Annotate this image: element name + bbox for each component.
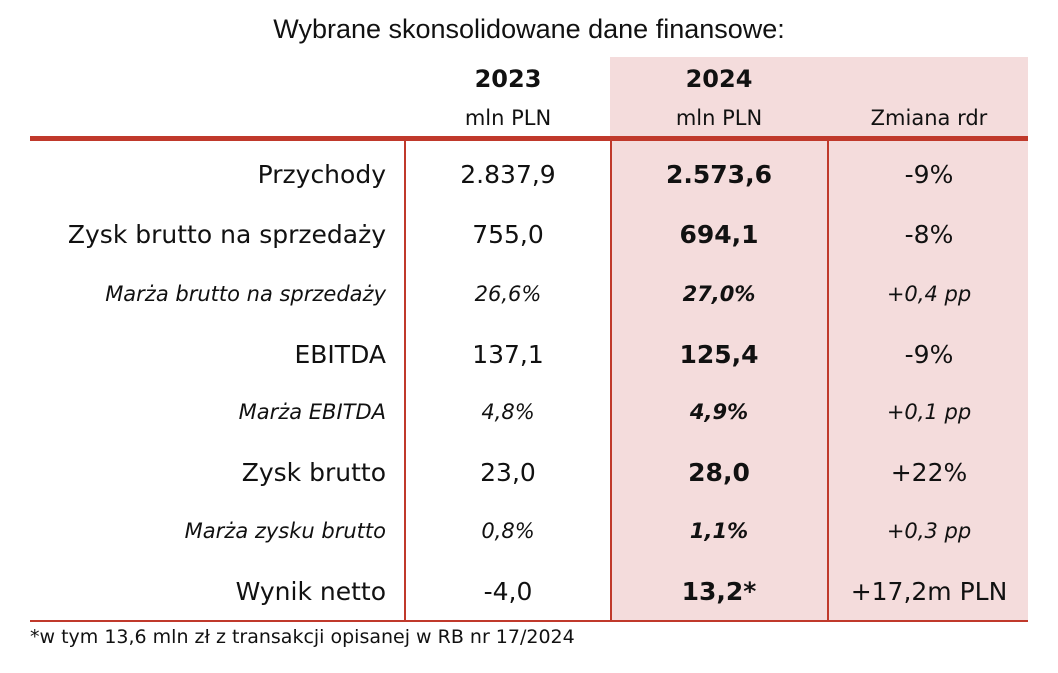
- row-change: +22%: [890, 457, 968, 487]
- row-value-2023: 755,0: [472, 219, 544, 249]
- header-2023-year: 2023: [474, 65, 542, 93]
- header-change: Zmiana rdr: [870, 106, 988, 130]
- row-value-2024: 28,0: [688, 457, 750, 487]
- row-label: Marża EBITDA: [238, 400, 386, 424]
- row-change: -8%: [904, 219, 954, 249]
- row-label: EBITDA: [294, 339, 386, 369]
- header-2024-unit: mln PLN: [675, 106, 763, 130]
- row-label: Marża zysku brutto: [184, 519, 386, 543]
- row-value-2023: 0,8%: [481, 519, 535, 543]
- row-label: Wynik netto: [235, 576, 386, 606]
- row-change: +0,4 pp: [886, 282, 972, 306]
- header-2023-unit: mln PLN: [464, 106, 552, 130]
- header-rule: [30, 136, 1028, 141]
- row-label: Marża brutto na sprzedaży: [105, 282, 386, 306]
- row-value-2024: 27,0%: [682, 282, 756, 306]
- row-change: -9%: [904, 159, 954, 189]
- footnote: *w tym 13,6 mln zł z transakcji opisanej…: [30, 626, 575, 648]
- column-divider-2: [610, 141, 612, 621]
- row-label: Zysk brutto: [241, 457, 386, 487]
- row-value-2024: 2.573,6: [666, 159, 772, 189]
- bottom-rule: [30, 620, 1028, 622]
- row-label: Zysk brutto na sprzedaży: [67, 219, 386, 249]
- row-change: +17,2m PLN: [850, 576, 1008, 606]
- column-divider-1: [404, 141, 406, 621]
- row-value-2023: 26,6%: [474, 282, 542, 306]
- row-value-2024: 125,4: [679, 339, 759, 369]
- row-change: +0,3 pp: [886, 519, 972, 543]
- highlight-2024-column: [610, 57, 1028, 621]
- row-value-2023: 23,0: [480, 457, 536, 487]
- column-divider-3: [827, 141, 829, 621]
- header-2024-year: 2024: [685, 65, 753, 93]
- row-value-2024: 694,1: [679, 219, 759, 249]
- row-value-2023: 137,1: [472, 339, 544, 369]
- table-title: Wybrane skonsolidowane dane finansowe:: [273, 14, 785, 44]
- row-value-2023: 4,8%: [481, 400, 535, 424]
- row-change: +0,1 pp: [886, 400, 972, 424]
- row-value-2024: 1,1%: [689, 519, 749, 543]
- row-value-2024: 4,9%: [689, 400, 749, 424]
- row-value-2023: 2.837,9: [460, 159, 556, 189]
- row-value-2024: 13,2*: [681, 576, 757, 606]
- row-label: Przychody: [257, 159, 386, 189]
- row-change: -9%: [904, 339, 954, 369]
- row-value-2023: -4,0: [483, 576, 533, 606]
